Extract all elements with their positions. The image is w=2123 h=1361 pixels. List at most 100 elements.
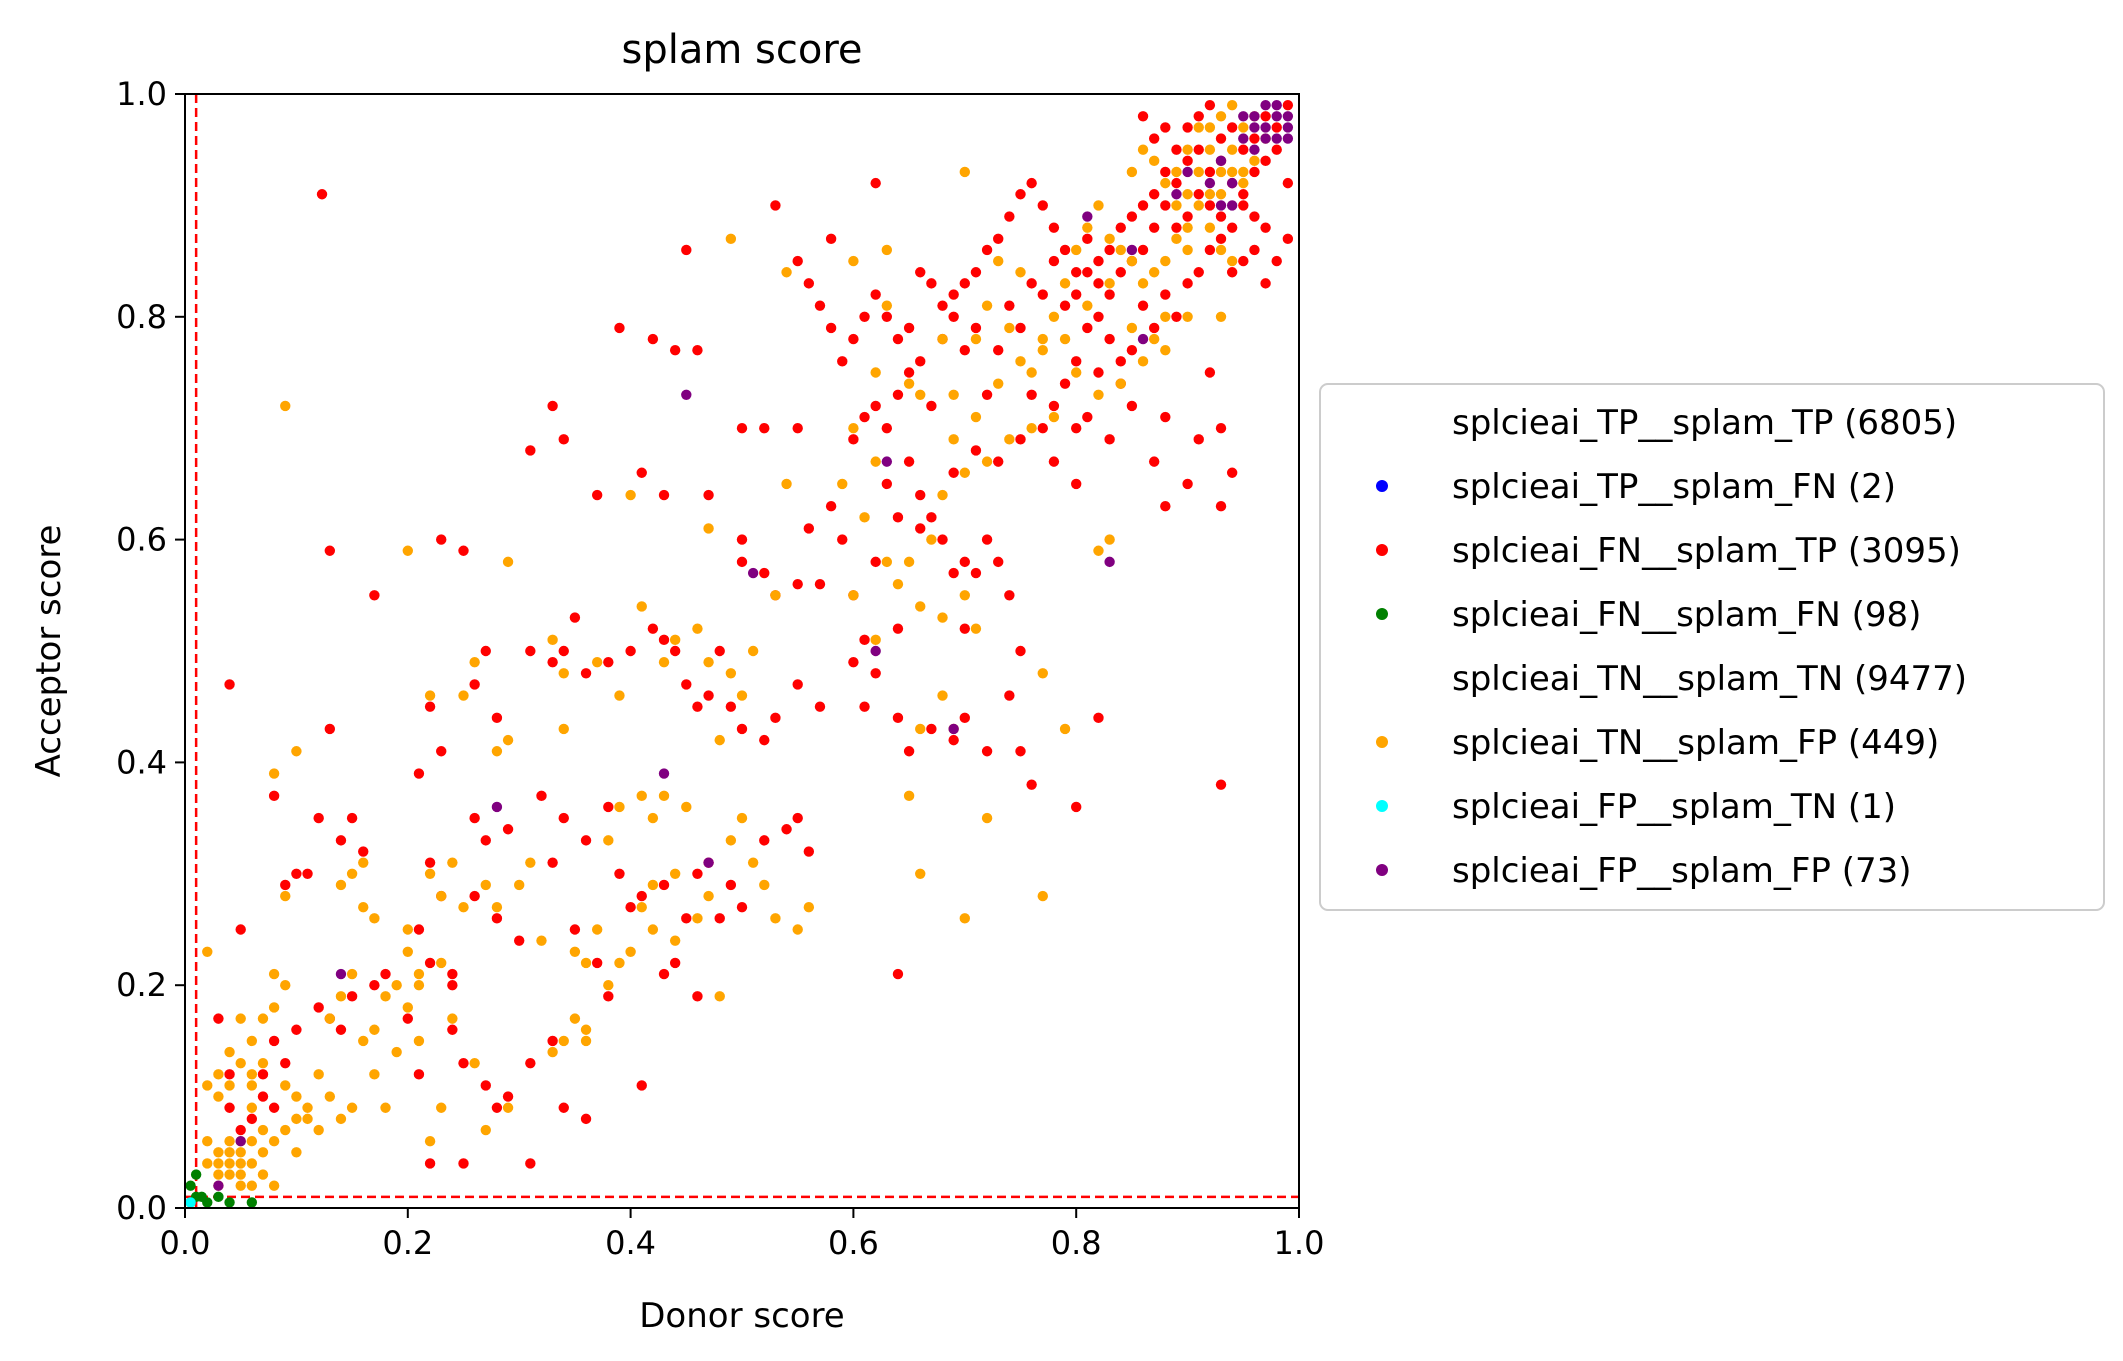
data-point-series-2 [915,489,926,501]
data-point-series-2 [881,478,893,490]
data-point-series-2 [736,723,748,735]
data-point-series-5 [837,478,848,490]
data-point-series-2 [1282,99,1294,111]
data-point-series-5 [1004,322,1015,334]
y-tick-label: 0.2 [116,966,167,1004]
data-point-series-5 [235,1169,246,1180]
data-point-series-7 [213,1180,224,1191]
data-point-series-2 [703,690,714,701]
data-point-series-5 [1215,244,1227,256]
data-point-series-5 [658,790,670,802]
data-point-series-2 [1026,779,1037,790]
data-point-series-2 [547,656,558,668]
data-point-series-5 [1160,255,1171,267]
threshold-lines [185,94,1299,1208]
data-point-series-5 [569,946,581,957]
data-point-series-5 [346,968,358,980]
data-point-series-5 [424,868,436,879]
data-point-series-2 [703,489,714,501]
data-point-series-2 [1004,590,1015,601]
data-point-series-5 [536,935,547,946]
data-point-series-2 [1226,267,1238,278]
data-point-series-5 [1182,244,1193,256]
data-point-series-5 [491,746,503,757]
data-point-series-5 [402,1002,413,1013]
data-point-series-2 [1215,211,1227,222]
data-point-series-2 [436,534,447,545]
data-point-series-5 [302,1113,313,1125]
data-point-series-5 [614,801,625,813]
data-point-series-5 [346,1102,358,1113]
data-point-series-2 [1215,133,1227,144]
data-point-series-5 [625,489,636,501]
data-point-series-7 [1260,99,1271,111]
data-point-series-2 [647,333,659,345]
data-point-series-5 [948,389,959,400]
data-point-series-2 [1171,222,1182,233]
data-point-series-2 [736,423,748,434]
data-point-series-2 [736,534,748,545]
data-point-series-2 [803,278,815,289]
data-point-series-5 [268,768,280,779]
legend-label: splcieai_TP__splam_FN (2) [1452,467,1896,507]
data-point-series-2 [681,244,692,256]
data-point-series-2 [1238,144,1249,155]
data-point-series-2 [1226,467,1238,478]
data-point-series-5 [747,645,759,657]
data-point-series-2 [759,423,770,434]
legend-marker [1376,544,1388,556]
data-point-series-2 [1004,690,1015,701]
data-point-series-5 [993,255,1004,267]
data-point-series-7 [1249,144,1260,155]
data-point-series-2 [814,578,826,590]
data-point-series-2 [525,445,536,456]
data-point-series-5 [235,1057,246,1069]
data-point-series-5 [926,534,937,545]
data-point-series-2 [1148,222,1160,233]
data-points [185,99,1294,1208]
data-point-series-5 [324,1091,336,1102]
data-point-series-2 [1171,177,1182,189]
data-point-series-5 [1182,311,1193,322]
x-tick-label: 0.8 [1051,1224,1102,1262]
data-point-series-2 [447,968,458,980]
data-point-series-2 [636,890,647,902]
data-point-series-2 [268,790,280,802]
data-point-series-5 [447,1013,458,1024]
data-point-series-2 [792,812,803,824]
data-point-series-2 [669,957,681,969]
data-point-series-5 [525,857,536,868]
data-point-series-5 [1182,144,1193,155]
data-point-series-2 [1015,189,1026,200]
data-point-series-2 [981,746,993,757]
data-point-series-2 [1148,189,1160,200]
data-point-series-2 [736,556,748,568]
data-point-series-5 [469,656,480,668]
data-point-series-2 [725,879,737,891]
data-point-series-5 [502,556,514,568]
data-point-series-2 [1093,255,1104,267]
data-point-series-2 [714,645,725,657]
data-point-series-2 [1137,200,1149,211]
data-point-series-5 [1104,534,1115,545]
data-point-series-5 [881,244,893,256]
data-point-series-5 [636,601,647,612]
data-point-series-5 [246,1158,258,1169]
data-point-series-5 [558,723,569,735]
data-point-series-5 [257,1147,269,1158]
data-point-series-5 [781,478,792,490]
data-point-series-2 [725,701,737,712]
data-point-series-5 [1226,99,1238,111]
data-point-series-2 [469,812,480,824]
data-point-series-5 [725,668,737,679]
data-point-series-5 [669,634,681,646]
data-point-series-5 [1104,278,1115,289]
data-point-series-5 [1226,166,1238,178]
data-point-series-5 [647,924,659,935]
data-point-series-2 [257,1091,269,1102]
data-point-series-2 [669,345,681,356]
y-tick-label: 1.0 [116,75,167,113]
data-point-series-5 [436,957,447,969]
data-point-series-2 [903,322,915,334]
data-point-series-5 [1059,723,1071,735]
